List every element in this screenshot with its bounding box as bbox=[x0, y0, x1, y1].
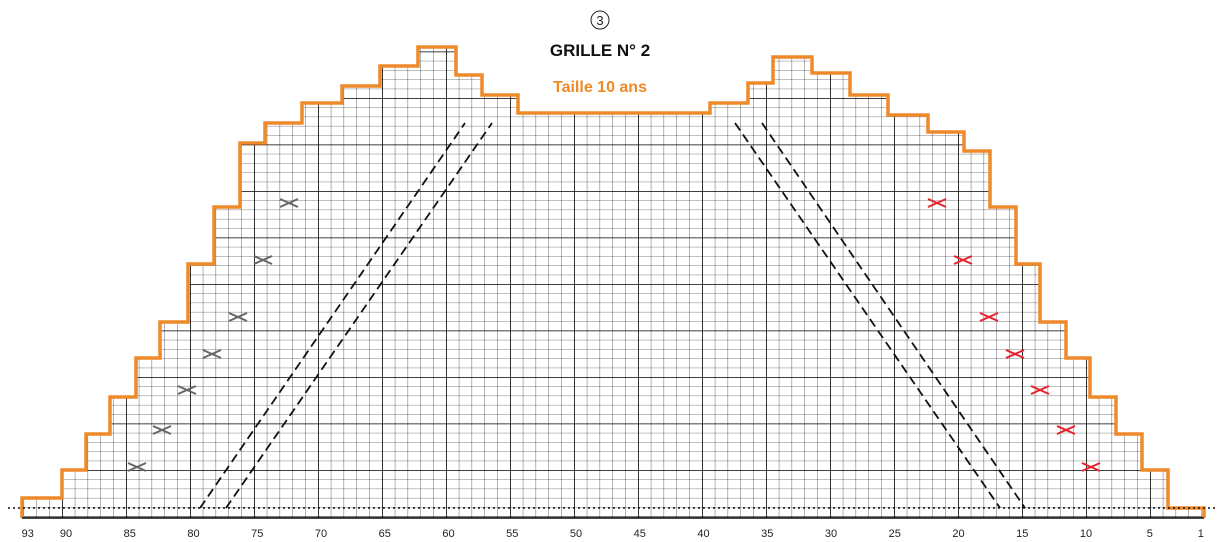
cross bbox=[177, 385, 197, 395]
axis-label: 45 bbox=[634, 528, 646, 540]
cross bbox=[279, 198, 299, 208]
cross bbox=[1081, 462, 1101, 472]
cross bbox=[202, 349, 222, 359]
cross bbox=[979, 312, 999, 322]
cross bbox=[1056, 425, 1076, 435]
number: 3 bbox=[596, 13, 603, 28]
axis-label: 75 bbox=[251, 528, 263, 540]
axis-label: 55 bbox=[506, 528, 518, 540]
subtitle: Taille 10 ans bbox=[553, 79, 647, 96]
cross bbox=[1005, 349, 1025, 359]
axis-label: 30 bbox=[825, 528, 837, 540]
axis-labels: 93 90 85 80 75 70 65 60 55 50 45 40 35 30 25 20 15 10 5 1 bbox=[22, 528, 1204, 540]
axis-label: 65 bbox=[379, 528, 391, 540]
axis-label: 60 bbox=[442, 528, 454, 540]
dashed-diagonals bbox=[199, 122, 1026, 509]
axis-label: 25 bbox=[889, 528, 901, 540]
axis-label: 85 bbox=[124, 528, 136, 540]
axis-label: 90 bbox=[60, 528, 72, 540]
cross bbox=[927, 198, 947, 208]
cross bbox=[152, 425, 172, 435]
cross bbox=[228, 312, 248, 322]
axis-label: 70 bbox=[315, 528, 327, 540]
axis-label: 1 bbox=[1198, 528, 1204, 540]
cross bbox=[127, 462, 147, 472]
orange-outline bbox=[20, 45, 1206, 518]
axis-label: 20 bbox=[952, 528, 964, 540]
title: GRILLE N° 2 bbox=[550, 41, 650, 60]
axis-label: 50 bbox=[570, 528, 582, 540]
axis-label: 80 bbox=[187, 528, 199, 540]
axis-label: 15 bbox=[1016, 528, 1028, 540]
axis-label: 10 bbox=[1080, 528, 1092, 540]
cross-marks bbox=[127, 198, 1101, 472]
axis-label: 5 bbox=[1147, 528, 1153, 540]
number-circle bbox=[590, 10, 610, 30]
axis-label: 40 bbox=[697, 528, 709, 540]
cross bbox=[1030, 385, 1050, 395]
cross bbox=[253, 255, 273, 265]
cross bbox=[953, 255, 973, 265]
axis-label: 35 bbox=[761, 528, 773, 540]
axis-label: 93 bbox=[22, 528, 34, 540]
